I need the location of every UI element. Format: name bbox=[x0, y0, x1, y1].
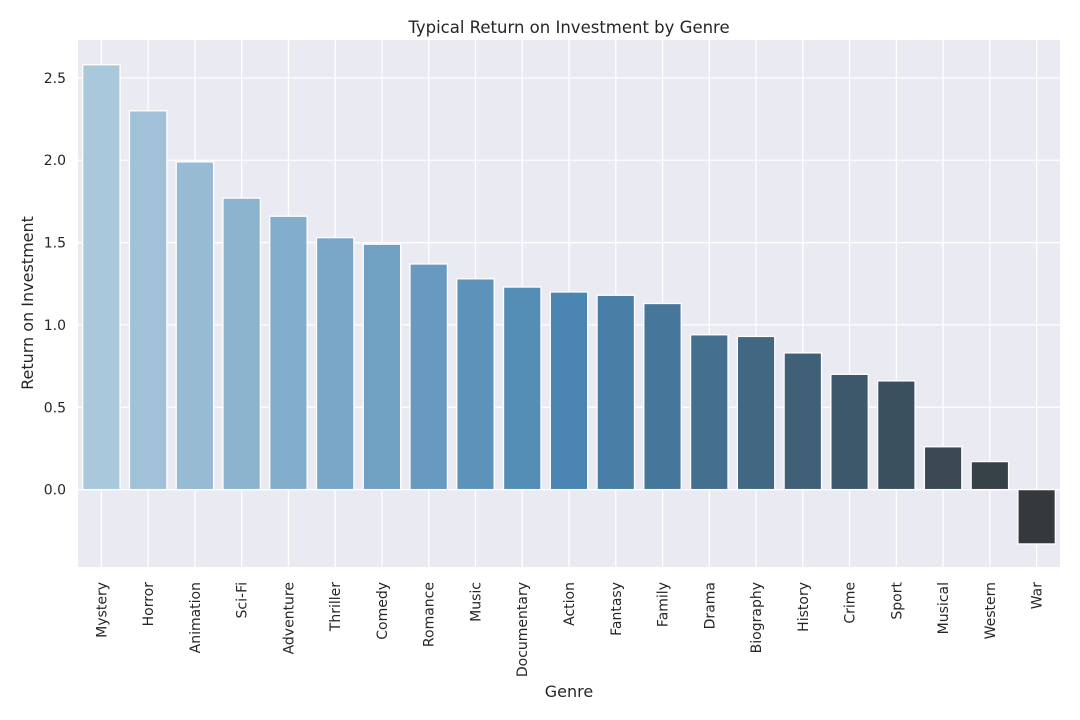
x-tick-label: Drama bbox=[702, 582, 718, 629]
x-tick-label: Comedy bbox=[375, 582, 391, 640]
bar-comedy bbox=[362, 243, 402, 491]
y-tick-label: 2.0 bbox=[44, 153, 66, 169]
bar-biography bbox=[736, 335, 776, 491]
x-tick-label: Music bbox=[468, 582, 484, 622]
bar-sci-fi bbox=[222, 197, 262, 491]
bar-family bbox=[643, 302, 682, 491]
x-tick-label: Sci-Fi bbox=[235, 582, 251, 618]
x-tick-label: Family bbox=[656, 582, 672, 627]
x-tick-label: Fantasy bbox=[609, 582, 625, 636]
y-tick-label: 1.5 bbox=[44, 236, 66, 252]
chart-title: Typical Return on Investment by Genre bbox=[407, 18, 729, 37]
bar-western bbox=[970, 460, 1010, 491]
bar-adventure bbox=[269, 215, 308, 491]
bar-thriller bbox=[315, 236, 355, 491]
bar-fantasy bbox=[596, 294, 636, 491]
x-tick-label: Animation bbox=[188, 582, 204, 653]
bar-crime bbox=[830, 373, 869, 491]
y-tick-label: 2.5 bbox=[44, 71, 66, 87]
x-tick-label: Horror bbox=[141, 582, 157, 627]
bar-mystery bbox=[82, 64, 121, 491]
bars bbox=[82, 64, 1056, 545]
x-tick-label: Sport bbox=[889, 581, 905, 619]
x-tick-label: Musical bbox=[936, 582, 952, 634]
x-tick-labels: Mystery Horror Animation Sci-Fi Adventure Thr… bbox=[94, 581, 1045, 677]
y-tick-label: 1.0 bbox=[44, 318, 66, 334]
x-tick-label: Action bbox=[562, 582, 578, 626]
bar-sport bbox=[876, 380, 916, 491]
bar-action bbox=[549, 291, 589, 491]
x-tick-label: Biography bbox=[749, 582, 765, 653]
x-axis-label: Genre bbox=[545, 682, 593, 701]
x-tick-label: Western bbox=[983, 582, 999, 639]
bar-romance bbox=[409, 263, 449, 491]
bar-animation bbox=[175, 161, 215, 491]
y-tick-label: 0.0 bbox=[44, 483, 66, 499]
x-tick-label: History bbox=[796, 582, 812, 632]
y-axis-label: Return on Investment bbox=[18, 216, 37, 390]
y-tick-labels: 0.0 0.5 1.0 1.5 2.0 2.5 bbox=[44, 71, 66, 499]
bar-drama bbox=[689, 334, 729, 491]
x-tick-label: War bbox=[1030, 582, 1046, 610]
x-tick-label: Romance bbox=[422, 582, 438, 647]
bar-music bbox=[456, 278, 495, 491]
x-tick-label: Adventure bbox=[281, 582, 297, 654]
x-tick-label: Mystery bbox=[94, 582, 110, 638]
y-tick-label: 0.5 bbox=[44, 400, 66, 416]
bar-documentary bbox=[502, 286, 542, 491]
bar-history bbox=[783, 352, 823, 491]
bar-musical bbox=[923, 446, 963, 491]
x-tick-label: Documentary bbox=[515, 582, 531, 677]
x-tick-label: Thriller bbox=[328, 582, 344, 632]
bar-war bbox=[1017, 488, 1056, 545]
bar-horror bbox=[128, 110, 168, 491]
x-tick-label: Crime bbox=[843, 582, 859, 624]
